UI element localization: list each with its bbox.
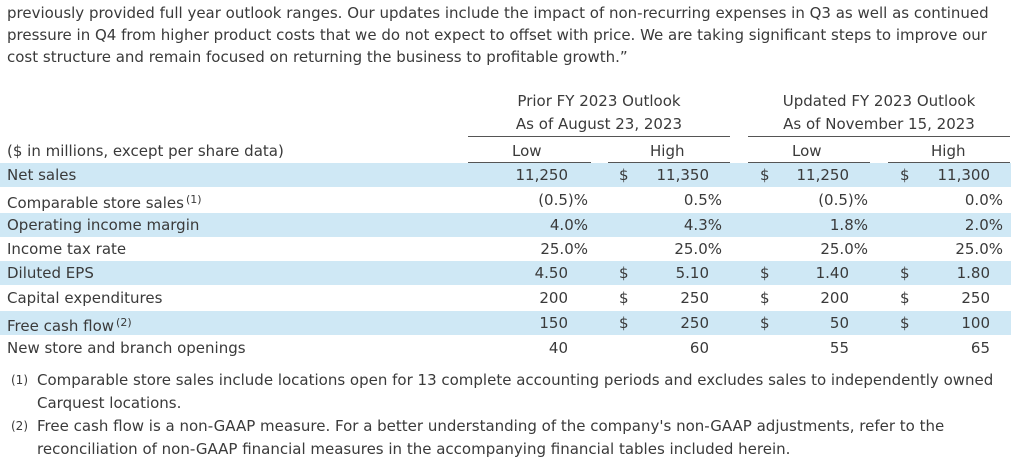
updated-high-value: 250	[961, 289, 990, 307]
updated-outlook-title: Updated FY 2023 Outlook	[782, 92, 976, 110]
row-label: Income tax rate	[7, 240, 127, 258]
prior-high-header: High	[650, 142, 685, 160]
units-label: ($ in millions, except per share data)	[7, 142, 284, 160]
table-row-capital-expenditures: Capital expenditures 200 $ 250 $ 200 $ 2…	[0, 286, 1011, 310]
prior-high-value: 250	[680, 289, 709, 307]
updated-high-value: 2.0%	[964, 216, 1003, 234]
prior-high-value: 250	[680, 314, 709, 332]
table-row-operating-income-margin: Operating income margin 4.0% 4.3% 1.8% 2…	[0, 213, 1011, 237]
footnote-number: (1)	[11, 373, 28, 387]
row-label: Net sales	[7, 166, 77, 184]
row-label: Diluted EPS	[7, 264, 94, 282]
footnote-text: Free cash flow is a non-GAAP measure. Fo…	[37, 417, 945, 458]
currency-symbol: $	[760, 314, 770, 332]
prior-low-header: Low	[512, 142, 542, 160]
prior-outlook-date: As of August 23, 2023	[468, 113, 730, 137]
updated-low-underline	[748, 162, 870, 163]
updated-low-value: 1.40	[815, 264, 849, 282]
table-row-diluted-eps: Diluted EPS 4.50 $ 5.10 $ 1.40 $ 1.80	[0, 261, 1011, 285]
currency-symbol: $	[619, 264, 629, 282]
footnote-2: (2) Free cash flow is a non-GAAP measure…	[7, 415, 1012, 461]
row-label: Free cash flow (2)	[7, 311, 132, 338]
currency-symbol: $	[900, 314, 910, 332]
prior-high-value: 60	[689, 339, 709, 357]
updated-outlook-header: Updated FY 2023 Outlook As of November 1…	[748, 90, 1010, 137]
prior-high-value: 25.0%	[674, 240, 722, 258]
row-label: Operating income margin	[7, 216, 200, 234]
currency-symbol: $	[760, 289, 770, 307]
updated-outlook-date: As of November 15, 2023	[748, 113, 1010, 137]
currency-symbol: $	[900, 166, 910, 184]
prior-outlook-header: Prior FY 2023 Outlook As of August 23, 2…	[468, 90, 730, 137]
table-header-row: ($ in millions, except per share data) L…	[0, 139, 1011, 163]
prior-low-value: 200	[539, 289, 568, 307]
updated-high-value: 1.80	[956, 264, 990, 282]
currency-symbol: $	[619, 166, 629, 184]
prior-high-value: 4.3%	[683, 216, 722, 234]
footnote-number: (2)	[11, 419, 28, 433]
currency-symbol: $	[900, 289, 910, 307]
row-label-text: Comparable store sales	[7, 194, 184, 212]
row-label-text: Free cash flow	[7, 317, 115, 335]
row-label: Comparable store sales (1)	[7, 188, 202, 215]
updated-low-value: 1.8%	[829, 216, 868, 234]
updated-high-underline	[888, 162, 1010, 163]
footnotes: (1) Comparable store sales include locat…	[7, 369, 1012, 461]
table-row-income-tax-rate: Income tax rate 25.0% 25.0% 25.0% 25.0%	[0, 237, 1011, 261]
prior-low-underline	[468, 162, 591, 163]
prior-high-value: 0.5%	[683, 191, 722, 209]
prior-low-value: 4.0%	[549, 216, 588, 234]
updated-low-header: Low	[792, 142, 822, 160]
prior-high-underline	[608, 162, 730, 163]
currency-symbol: $	[760, 166, 770, 184]
footnote-ref-1: (1)	[185, 193, 202, 206]
prior-low-value: 4.50	[534, 264, 568, 282]
prior-low-value: 40	[548, 339, 568, 357]
updated-low-value: 55	[829, 339, 849, 357]
table-row-comparable-store-sales: Comparable store sales (1) (0.5)% 0.5% (0…	[0, 188, 1011, 212]
footnote-ref-2: (2)	[116, 316, 132, 329]
updated-low-value: 200	[820, 289, 849, 307]
footnote-1: (1) Comparable store sales include locat…	[7, 369, 1012, 415]
table-row-free-cash-flow: Free cash flow (2) 150 $ 250 $ 50 $ 100	[0, 311, 1011, 335]
updated-low-value: 50	[829, 314, 849, 332]
updated-high-header: High	[931, 142, 966, 160]
row-label: Capital expenditures	[7, 289, 163, 307]
footnote-text: Comparable store sales include locations…	[37, 371, 994, 412]
updated-high-value: 0.0%	[964, 191, 1003, 209]
prior-low-value: 11,250	[515, 166, 569, 184]
currency-symbol: $	[619, 289, 629, 307]
table-row-net-sales: Net sales 11,250 $ 11,350 $ 11,250 $ 11,…	[0, 163, 1011, 187]
updated-high-value: 25.0%	[955, 240, 1003, 258]
updated-low-value: 11,250	[796, 166, 850, 184]
prior-low-value: 150	[539, 314, 568, 332]
updated-high-value: 65	[970, 339, 990, 357]
updated-high-value: 11,300	[937, 166, 991, 184]
prior-low-value: 25.0%	[540, 240, 588, 258]
prior-high-value: 11,350	[656, 166, 710, 184]
currency-symbol: $	[619, 314, 629, 332]
updated-low-value: (0.5)%	[818, 191, 868, 209]
prior-low-value: (0.5)%	[538, 191, 588, 209]
row-label: New store and branch openings	[7, 339, 246, 357]
currency-symbol: $	[760, 264, 770, 282]
currency-symbol: $	[900, 264, 910, 282]
updated-low-value: 25.0%	[820, 240, 868, 258]
updated-high-value: 100	[961, 314, 990, 332]
table-row-new-store-openings: New store and branch openings 40 60 55 6…	[0, 336, 1011, 360]
intro-paragraph: previously provided full year outlook ra…	[7, 4, 989, 66]
prior-high-value: 5.10	[675, 264, 709, 282]
prior-outlook-title: Prior FY 2023 Outlook	[517, 92, 681, 110]
